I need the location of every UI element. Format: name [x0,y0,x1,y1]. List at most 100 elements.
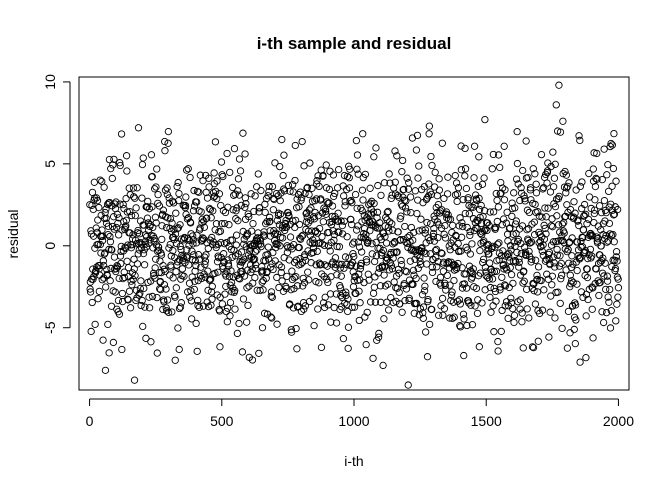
data-point [529,344,538,352]
data-point [187,315,196,323]
data-point [528,343,537,351]
data-point [532,256,540,264]
data-point [100,183,108,191]
data-point [489,208,498,216]
data-point [180,272,188,280]
data-point [153,349,161,357]
data-point [334,217,343,226]
data-point [515,258,523,267]
data-point [143,203,151,211]
data-point [222,282,230,291]
data-point [584,254,592,263]
data-point [307,259,315,267]
data-point [176,242,184,251]
data-point [171,356,179,364]
data-point [422,249,430,258]
data-point [454,239,462,248]
data-point [371,298,380,306]
data-point [571,301,580,309]
data-point [273,273,281,282]
data-point [342,288,350,296]
data-point [375,219,384,227]
data-point [103,200,112,209]
data-point [409,236,417,244]
data-point [596,258,605,266]
data-point [309,248,317,257]
data-point [207,288,216,296]
data-point [152,219,160,227]
data-point [120,273,129,282]
data-point [301,189,309,198]
data-point [613,257,621,265]
data-point [264,250,272,259]
data-point [110,253,119,261]
data-point [478,299,486,307]
data-point [250,207,258,216]
data-point [356,265,364,273]
data-point [309,294,317,302]
data-point [581,246,590,255]
data-point [428,161,436,170]
data-point [533,276,541,284]
data-point [293,282,302,290]
data-point [380,315,388,323]
data-point [492,267,501,275]
data-point [235,319,243,328]
data-point [359,130,367,138]
data-point [575,221,583,230]
data-point [393,248,401,256]
data-point [194,296,202,305]
data-point [111,288,119,296]
data-point [339,182,347,190]
data-point [184,165,192,173]
data-point [159,305,167,314]
data-point [305,297,314,306]
data-point [509,304,517,313]
data-point [251,248,260,256]
data-point [552,101,560,109]
x-tick-label: 500 [210,413,234,429]
data-point [148,172,156,181]
data-point [443,271,451,280]
data-point [104,320,112,329]
data-point [543,179,551,187]
data-point [458,284,467,292]
data-point [595,291,603,300]
data-point [548,272,556,280]
data-point [182,166,191,174]
data-point [413,209,421,218]
data-point [346,197,354,205]
data-point [397,260,406,269]
data-point [315,182,323,191]
data-point [200,223,208,231]
data-point [303,183,312,192]
data-point [470,142,479,150]
data-point [297,307,306,316]
data-point [602,308,611,317]
data-point [523,206,532,214]
data-point [454,259,462,268]
data-point [513,127,521,136]
data-point [363,258,371,266]
data-point [387,262,396,270]
data-point [413,299,421,308]
data-point [150,185,159,193]
data-point [183,254,191,262]
data-point [450,313,458,321]
data-point [332,319,341,327]
x-axis-label: i-th [344,453,363,469]
data-point [611,264,620,273]
data-point [465,201,473,210]
data-point [139,154,147,162]
data-point [512,175,521,183]
data-point [516,296,524,304]
data-point [540,221,548,229]
data-point [562,189,570,197]
data-point [343,233,351,241]
data-point [134,250,142,258]
data-point [551,160,559,168]
data-point [368,217,377,225]
data-point [276,197,284,205]
data-point [569,278,577,287]
data-point [383,208,391,216]
